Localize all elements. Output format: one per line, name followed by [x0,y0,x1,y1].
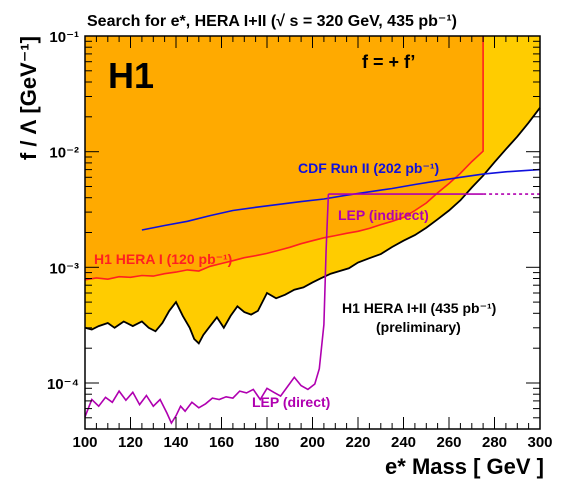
excluded-region-hera1 [85,36,484,280]
axis-ticks [84,35,541,430]
h1-hera1-label: H1 HERA I (120 pb⁻¹) [94,251,232,267]
h1-hera12-limit-line [84,107,541,345]
x-tick-label: 200 [300,434,325,451]
h1-hera12-label: H1 HERA I+II (435 pb⁻¹) [342,300,496,316]
limit-curves [84,36,541,425]
cdf-limit-line [141,168,541,231]
x-tick-label: 240 [391,434,416,451]
cdf-label: CDF Run II (202 pb⁻¹) [298,160,439,176]
preliminary-label: (preliminary) [376,319,461,335]
chart-title: Search for e*, HERA I+II (√ s = 320 GeV,… [87,13,457,30]
x-tick-label: 260 [436,434,461,451]
y-tick-label: 10⁻³ [49,260,79,277]
y-tick-label: 10⁻⁴ [47,376,79,393]
coupling-note: f = + f’ [362,52,415,72]
x-tick-label: 220 [345,434,370,451]
x-tick-label: 280 [482,434,507,451]
lep-direct-label: LEP (direct) [252,394,330,410]
x-axis-label: e* Mass [ GeV ] [385,454,544,479]
lep-indirect-label: LEP (indirect) [338,207,429,223]
x-tick-label: 120 [118,434,143,451]
exclusion-region-fills [85,36,540,344]
y-tick-label: 10⁻² [49,145,79,162]
x-tick-label: 100 [72,434,97,451]
y-tick-label: 10⁻¹ [49,29,79,46]
lep-direct-limit-line [84,194,330,425]
axis-tick-labels: 100 120 140 160 180 200 220 240 260 280 300 10⁻⁴ 10⁻… [47,29,553,451]
x-tick-label: 300 [527,434,552,451]
y-axis-label: f / Λ [GeV⁻¹] [16,36,41,160]
h1-hera1-limit-line [84,36,484,281]
x-tick-label: 160 [209,434,234,451]
h1-logo: H1 [108,55,154,96]
x-tick-label: 140 [163,434,188,451]
x-tick-label: 180 [254,434,279,451]
